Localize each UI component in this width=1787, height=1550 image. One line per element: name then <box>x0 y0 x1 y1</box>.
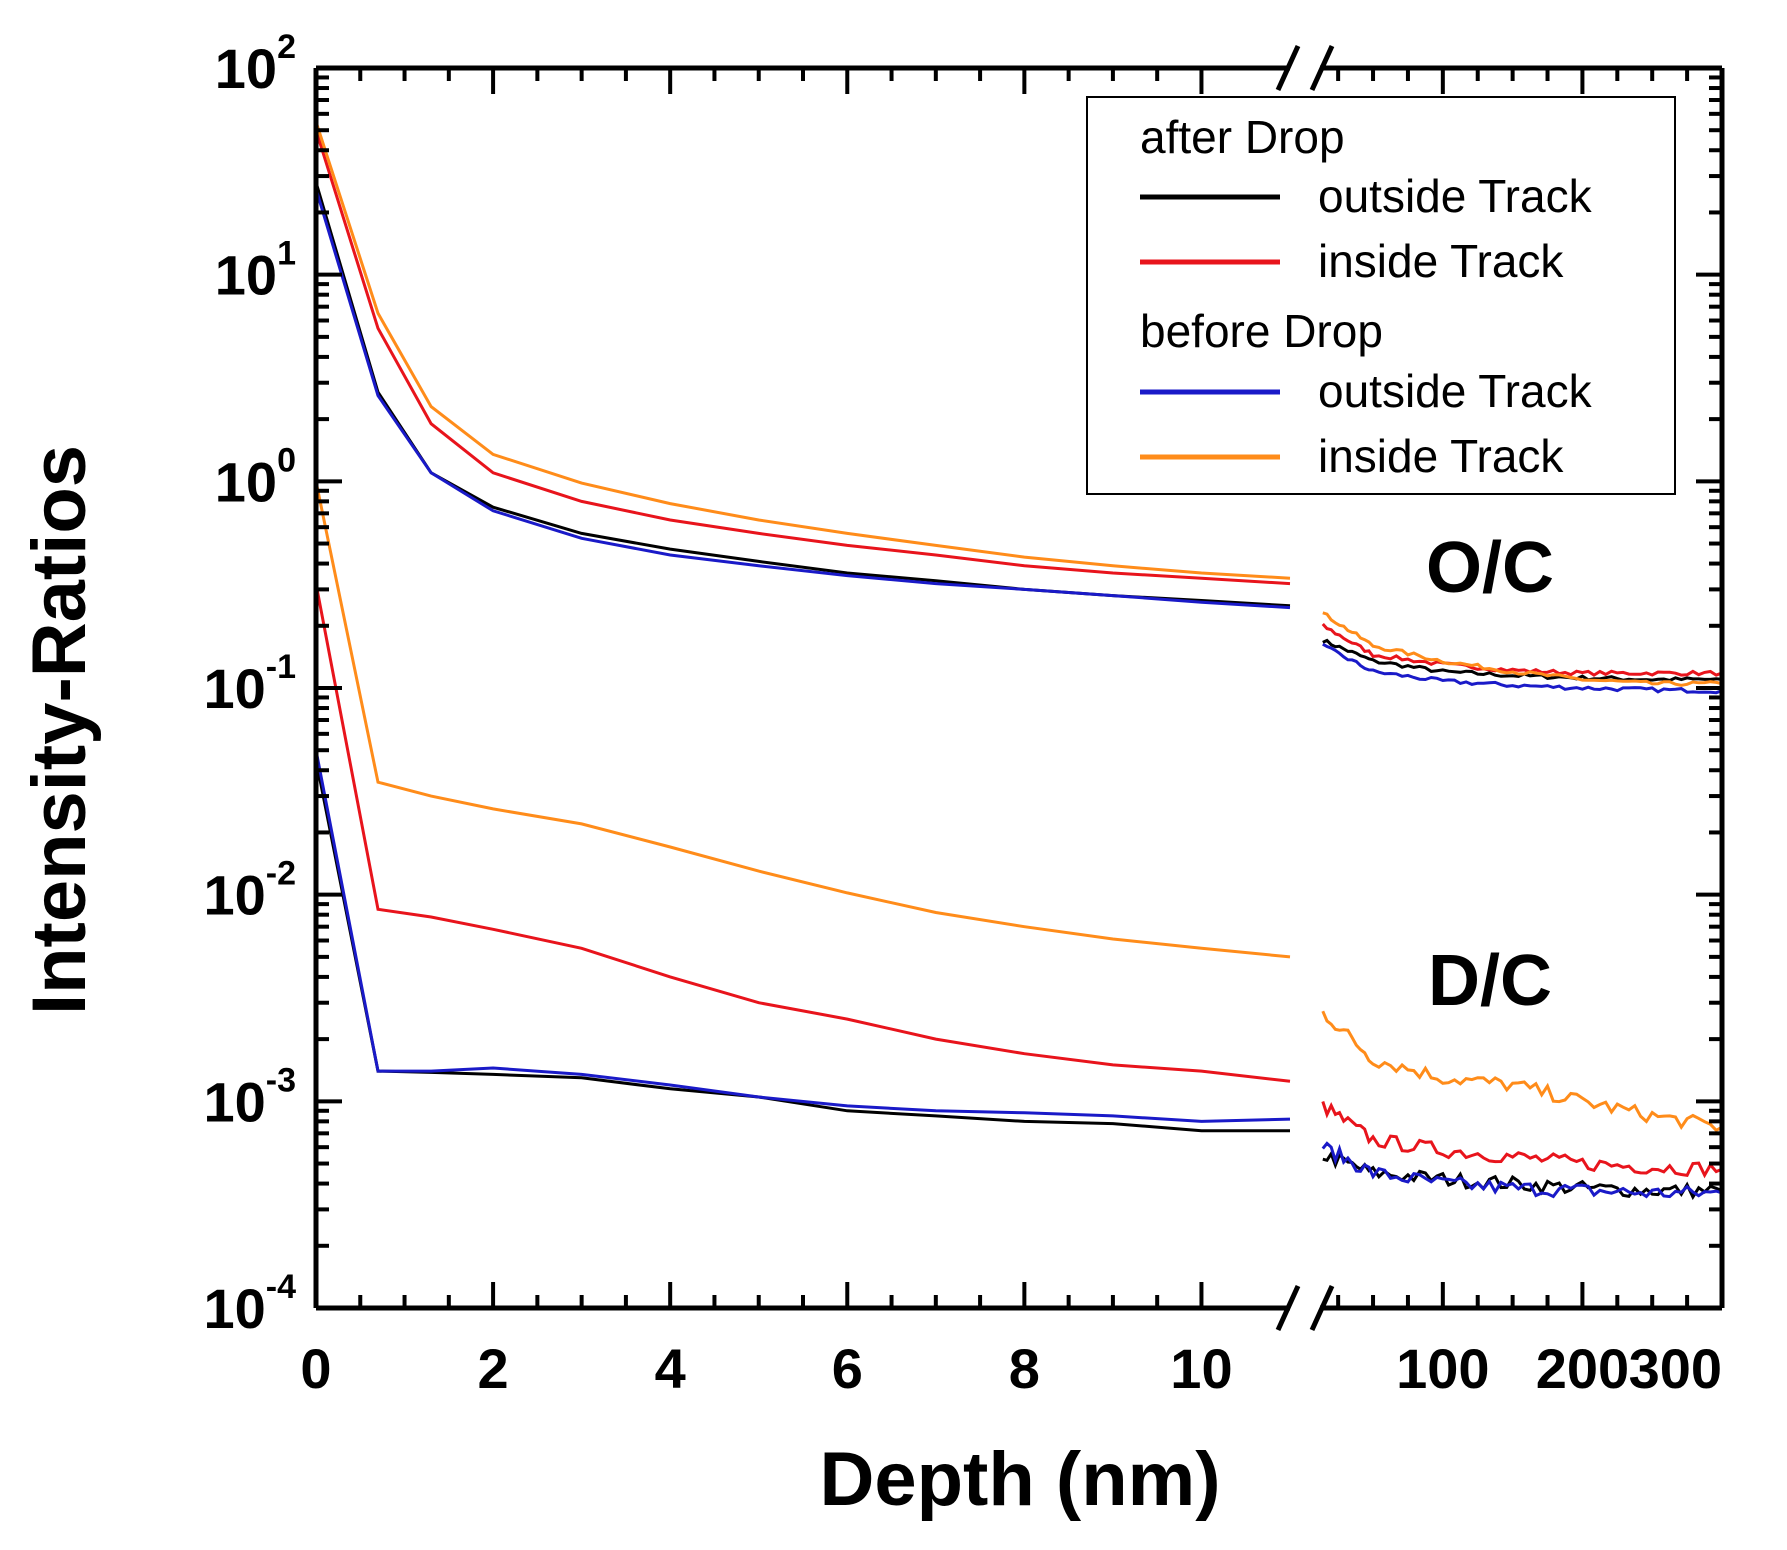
legend-group-title-before: before Drop <box>1140 305 1383 357</box>
axis-break-gap <box>1290 1294 1320 1322</box>
x-axis-title: Depth (nm) <box>819 1437 1220 1522</box>
y-tick-label: 102 <box>215 28 296 100</box>
y-tick-label: 10-1 <box>203 648 296 720</box>
x-tick-label: 2 <box>478 1337 509 1400</box>
y-tick-label: 101 <box>215 235 296 307</box>
annotation-o-c: O/C <box>1426 528 1554 608</box>
series-line-highdepth-o-c-after-drop-outside-track <box>1322 638 1723 683</box>
y-tick-label: 10-3 <box>203 1061 296 1133</box>
series-line-o-c-after-drop-inside-track <box>314 129 1291 586</box>
series-line-highdepth-d-c-before-drop-outside-track <box>1321 1141 1723 1199</box>
legend-box <box>1086 96 1676 495</box>
legend-label-before-inside: inside Track <box>1318 430 1564 482</box>
series-line-highdepth-o-c-after-drop-inside-track <box>1321 622 1723 677</box>
tick-labels: 0 2 4 6 8 10 100 200 300 102 101 100 10-1 10-2 10-3 10-… <box>203 28 1722 1400</box>
series-line-highdepth-d-c-after-drop-inside-track <box>1321 1101 1723 1179</box>
x-tick-label: 8 <box>1009 1337 1040 1400</box>
annotation-d-c: D/C <box>1428 941 1552 1021</box>
axis-break-mark <box>1309 44 1335 92</box>
x-tick-label: 0 <box>300 1337 331 1400</box>
series-line-d-c-after-drop-inside-track <box>314 583 1291 1083</box>
series-line-highdepth-o-c-before-drop-outside-track <box>1322 642 1723 695</box>
axis-break-mark <box>1309 1284 1335 1332</box>
legend-group-title-after: after Drop <box>1140 111 1345 163</box>
y-tick-label: 10-4 <box>203 1268 296 1340</box>
axis-break-mark <box>1275 1284 1301 1332</box>
axis-ticks <box>314 66 1724 1310</box>
x-tick-label: 200 <box>1536 1337 1629 1400</box>
legend-label-after-inside: inside Track <box>1318 235 1564 287</box>
x-tick-label: 10 <box>1170 1337 1232 1400</box>
series-line-d-c-before-drop-outside-track <box>314 749 1291 1123</box>
axis-break-mark <box>1275 44 1301 92</box>
y-tick-label: 100 <box>215 441 296 513</box>
x-tick-label: 6 <box>832 1337 863 1400</box>
y-axis-title: Intensity-Ratios <box>17 445 102 1015</box>
series-line-highdepth-o-c-before-drop-inside-track <box>1322 611 1723 687</box>
y-tick-label: 10-2 <box>203 855 296 927</box>
legend: after Drop outside Track inside Track be… <box>1086 96 1676 495</box>
series-layer <box>314 121 1723 1201</box>
legend-label-before-outside: outside Track <box>1318 365 1593 417</box>
series-line-o-c-before-drop-outside-track <box>314 188 1291 610</box>
series-line-highdepth-d-c-before-drop-inside-track <box>1321 1010 1723 1133</box>
series-line-d-c-before-drop-inside-track <box>314 480 1291 959</box>
series-line-o-c-before-drop-inside-track <box>314 121 1291 580</box>
x-tick-label: 4 <box>655 1337 686 1400</box>
legend-label-after-outside: outside Track <box>1318 170 1593 222</box>
x-tick-label: 300 <box>1629 1337 1722 1400</box>
series-line-highdepth-d-c-after-drop-outside-track <box>1322 1150 1723 1201</box>
x-tick-label: 100 <box>1396 1337 1489 1400</box>
series-line-d-c-after-drop-outside-track <box>314 759 1290 1133</box>
axis-break-gap <box>1290 54 1320 82</box>
